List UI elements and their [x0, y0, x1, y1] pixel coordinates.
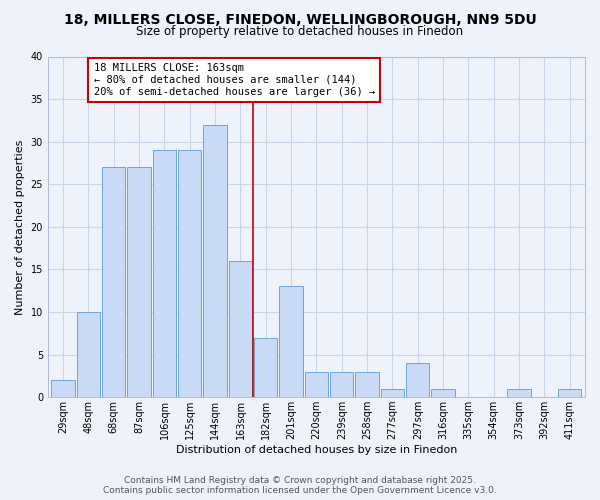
Bar: [406, 363, 430, 397]
Bar: [254, 338, 277, 397]
Bar: [280, 286, 303, 397]
Y-axis label: Number of detached properties: Number of detached properties: [15, 139, 25, 314]
Bar: [508, 388, 531, 397]
X-axis label: Distribution of detached houses by size in Finedon: Distribution of detached houses by size …: [176, 445, 457, 455]
Text: 18, MILLERS CLOSE, FINEDON, WELLINGBOROUGH, NN9 5DU: 18, MILLERS CLOSE, FINEDON, WELLINGBOROU…: [64, 12, 536, 26]
Bar: [77, 312, 100, 397]
Bar: [431, 388, 455, 397]
Bar: [52, 380, 75, 397]
Text: Size of property relative to detached houses in Finedon: Size of property relative to detached ho…: [136, 25, 464, 38]
Bar: [153, 150, 176, 397]
Text: 18 MILLERS CLOSE: 163sqm
← 80% of detached houses are smaller (144)
20% of semi-: 18 MILLERS CLOSE: 163sqm ← 80% of detach…: [94, 64, 375, 96]
Text: Contains HM Land Registry data © Crown copyright and database right 2025.
Contai: Contains HM Land Registry data © Crown c…: [103, 476, 497, 495]
Bar: [381, 388, 404, 397]
Bar: [330, 372, 353, 397]
Bar: [558, 388, 581, 397]
Bar: [355, 372, 379, 397]
Bar: [127, 167, 151, 397]
Bar: [203, 124, 227, 397]
Bar: [305, 372, 328, 397]
Bar: [229, 261, 252, 397]
Bar: [178, 150, 202, 397]
Bar: [102, 167, 125, 397]
